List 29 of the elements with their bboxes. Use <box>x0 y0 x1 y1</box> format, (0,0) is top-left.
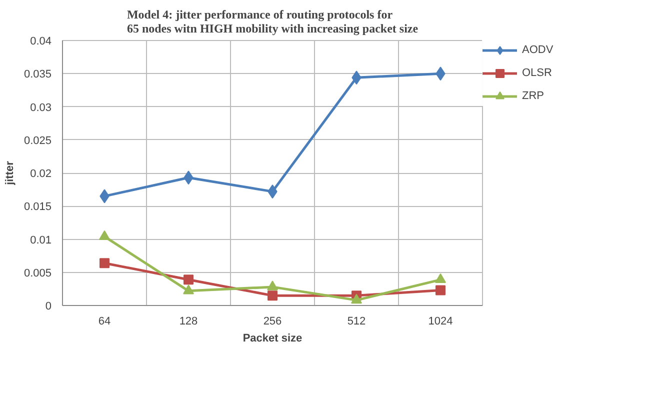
x-tick-label: 128 <box>179 316 198 328</box>
point <box>183 284 194 294</box>
y-tick-label: 0.035 <box>24 68 52 81</box>
legend-label: AODV <box>522 44 554 56</box>
point <box>435 273 446 284</box>
point <box>436 285 446 296</box>
y-tick-label: 0.04 <box>30 36 52 48</box>
y-tick-label: 0 <box>45 300 52 312</box>
x-tick-label: 512 <box>347 316 366 328</box>
x-tick-label: 64 <box>98 316 111 328</box>
legend-label: OLSR <box>522 67 552 79</box>
y-tick-label: 0.03 <box>30 102 52 114</box>
y-tick-label: 0.01 <box>30 234 52 246</box>
x-axis-title: Packet size <box>242 332 302 344</box>
point <box>268 290 278 301</box>
x-tick-label: 1024 <box>428 316 453 328</box>
legend-label: ZRP <box>522 90 544 102</box>
chart-title: Model 4: jitter performance of routing protocols for 65 nodes witn HIGH mobility with increasing packet size <box>126 8 419 36</box>
point <box>99 230 110 240</box>
x-tick-label: 256 <box>263 316 282 328</box>
y-tick-label: 0.005 <box>24 267 52 280</box>
point <box>184 274 194 285</box>
y-axis-title: jitter <box>4 160 16 186</box>
y-tick-label: 0.02 <box>30 168 52 180</box>
point <box>100 258 110 268</box>
y-tick-label: 0.015 <box>24 201 52 214</box>
y-tick-label: 0.025 <box>24 134 52 147</box>
point <box>351 294 362 304</box>
point <box>267 280 278 290</box>
